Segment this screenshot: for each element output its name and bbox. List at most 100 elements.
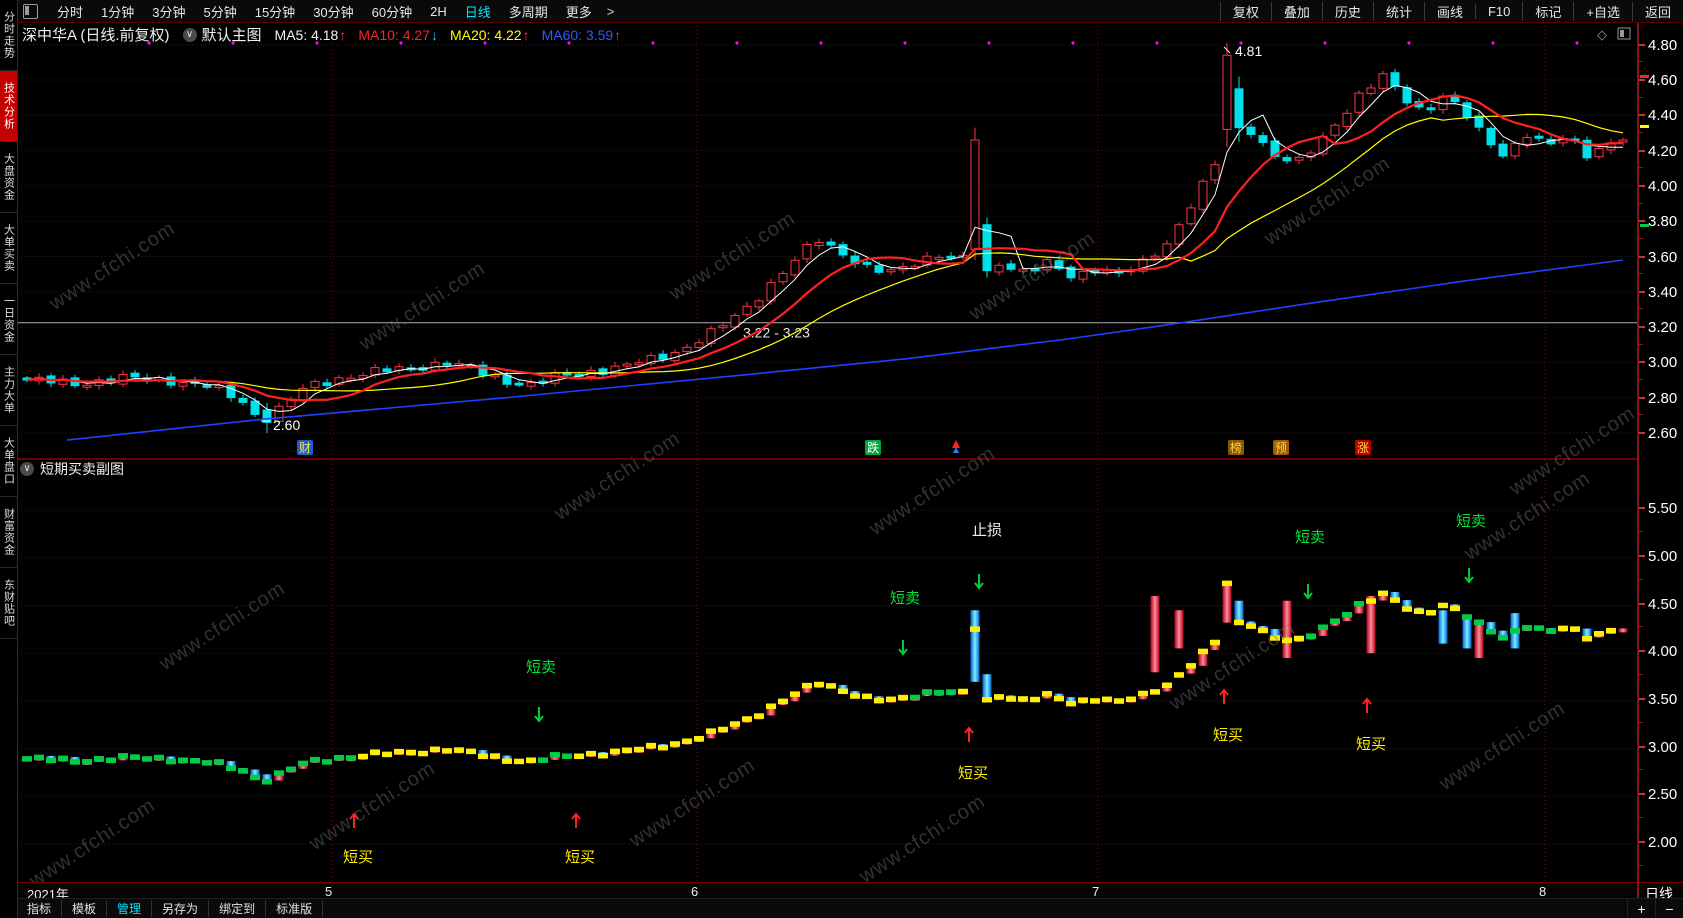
ma-legend: MA5: 4.18 ↑ MA10: 4.27 ↓ MA20: 4.22 ↑ MA60: 3.… [275, 27, 622, 43]
signal-sell: 短卖 [1456, 513, 1486, 584]
bottom-menu-管理[interactable]: 管理 [107, 900, 153, 917]
x-tick-label: 6 [691, 884, 699, 899]
svg-text:预: 预 [1275, 441, 1287, 455]
period-tab-5分钟[interactable]: 5分钟 [203, 4, 237, 20]
indicator-menu: 指标 模板 管理 另存为 绑定到 标准版 [17, 900, 324, 917]
sidebar-item-主力大单[interactable]: 主力大单 [0, 355, 17, 426]
period-tab-日线[interactable]: 日线 [464, 4, 491, 20]
bottom-menu-另存为[interactable]: 另存为 [152, 900, 210, 917]
main-axis-label: 4.40 [1648, 107, 1678, 125]
event-flag-财[interactable]: 财 [297, 440, 313, 455]
period-tab-60分钟[interactable]: 60分钟 [371, 4, 413, 20]
sub-axis-label: 5.50 [1648, 500, 1678, 518]
event-flag-榜[interactable]: 榜 [1228, 440, 1244, 455]
symbol-title: 深中华A (日线.前复权) [22, 27, 170, 44]
main-axis-label: 3.00 [1648, 354, 1678, 372]
tool-标记[interactable]: 标记 [1522, 1, 1573, 21]
period-tab-多周期[interactable]: 多周期 [508, 4, 548, 20]
zoom-in-button[interactable]: + [1627, 899, 1655, 918]
sidebar-item-一日资金[interactable]: 一日资金 [0, 284, 17, 355]
svg-text:短卖: 短卖 [526, 659, 556, 676]
sub-axis-label: 5.00 [1648, 547, 1678, 565]
bottom-menu-绑定到[interactable]: 绑定到 [209, 900, 267, 917]
up-arrow-icon: ↑ [522, 26, 530, 43]
svg-text:财: 财 [299, 441, 311, 455]
zoom-out-button[interactable]: − [1655, 899, 1683, 918]
chevron-circle-icon[interactable]: ∨ [182, 27, 197, 42]
svg-text:短买: 短买 [958, 765, 988, 782]
layout-icon[interactable] [23, 3, 38, 19]
sub-indicator-label: 短期买卖副图 [40, 461, 124, 477]
main-axis-label: 3.40 [1648, 283, 1678, 301]
sidebar-item-财富资金[interactable]: 财富资金 [0, 497, 17, 568]
chevron-circle-icon[interactable]: ∨ [20, 462, 34, 476]
main-axis-label: 3.20 [1648, 319, 1678, 337]
signal-stop: 止损 [972, 522, 1002, 590]
ma-label: MA5: 4.18 ↑ [274, 26, 347, 43]
sub-axis-label: 4.00 [1648, 643, 1678, 661]
tool-+自选[interactable]: +自选 [1573, 1, 1632, 21]
window-icon[interactable] [1617, 27, 1631, 40]
svg-text:短卖: 短卖 [1295, 529, 1325, 546]
tool-画线[interactable]: 画线 [1423, 1, 1475, 21]
tool-统计[interactable]: 统计 [1372, 1, 1424, 21]
main-axis-label: 4.80 [1648, 36, 1678, 54]
tool-返回[interactable]: 返回 [1631, 1, 1683, 21]
main-overlay-dropdown[interactable]: ∨ 默认主图 [182, 24, 262, 45]
bottom-menu-指标[interactable]: 指标 [17, 900, 63, 917]
main-axis-label: 4.20 [1648, 142, 1678, 160]
svg-text:短买: 短买 [1213, 727, 1243, 744]
event-flag-预[interactable]: 预 [1273, 440, 1289, 455]
indicator-toolbar: 指标 模板 管理 另存为 绑定到 标准版 + − [0, 898, 1683, 918]
period-tab-分时[interactable]: 分时 [57, 4, 84, 20]
more-chevron-icon[interactable]: > [606, 3, 615, 19]
sub-indicator-dropdown[interactable]: ∨ 短期买卖副图 [20, 459, 124, 479]
sidebar-item-技术分析[interactable]: 技术分析 [0, 71, 17, 142]
tool-F10[interactable]: F10 [1474, 3, 1522, 19]
main-chart-canvas[interactable]: 3.22 - 3.23 4.81 2.60 财 跌 榜 预 涨 ◇ [17, 22, 1637, 458]
main-axis-label: 3.80 [1648, 213, 1678, 231]
sidebar-item-大单盘口[interactable]: 大单盘口 [0, 426, 17, 497]
ma-label: MA60: 3.59 ↑ [541, 26, 622, 43]
tool-历史[interactable]: 历史 [1321, 1, 1373, 21]
sidebar-item-分时走势[interactable]: 分时走势 [0, 0, 17, 71]
bottom-menu-标准版[interactable]: 标准版 [266, 900, 324, 917]
svg-text:短卖: 短卖 [890, 590, 920, 607]
axis-marker-dash [1640, 75, 1649, 79]
period-tab-30分钟[interactable]: 30分钟 [313, 4, 354, 20]
signal-sell: 短卖 [1295, 529, 1325, 600]
main-axis-label: 4.00 [1648, 177, 1678, 195]
overlay-label: 默认主图 [201, 27, 262, 44]
svg-text:短买: 短买 [565, 849, 595, 866]
period-tab-1分钟[interactable]: 1分钟 [101, 4, 135, 20]
sidebar-item-大盘资金[interactable]: 大盘资金 [0, 142, 17, 213]
left-sidebar: 分时走势 技术分析 大盘资金 大单买卖 一日资金 主力大单 大单盘口 财富资金 东财贴吧 [0, 0, 18, 918]
low-price-annotation: 2.60 [273, 417, 300, 433]
event-flag-跌[interactable]: 跌 [865, 440, 881, 455]
x-tick-label: 7 [1092, 884, 1100, 899]
sub-axis-label: 4.50 [1648, 595, 1678, 613]
sidebar-item-东财贴吧[interactable]: 东财贴吧 [0, 568, 17, 639]
period-tab-15分钟[interactable]: 15分钟 [254, 4, 296, 20]
diamond-icon[interactable]: ◇ [1597, 27, 1607, 42]
svg-text:榜: 榜 [1230, 440, 1242, 455]
sub-chart-pane[interactable]: 短买 短买 短卖 短卖 止损 短买 短买 短卖 短买 短卖 [17, 458, 1637, 884]
tool-叠加[interactable]: 叠加 [1270, 1, 1322, 21]
high-price-annotation: 4.81 [1235, 43, 1262, 59]
period-tab-3分钟[interactable]: 3分钟 [152, 4, 186, 20]
event-flag-涨[interactable]: 涨 [1355, 440, 1371, 455]
period-tabs: 分时 1分钟 3分钟 5分钟 15分钟 30分钟 60分钟 2H 日线 多周期 更多 [48, 2, 601, 21]
bottom-menu-模板[interactable]: 模板 [62, 900, 108, 917]
main-axis-label: 3.60 [1648, 248, 1678, 266]
tool-复权[interactable]: 复权 [1219, 1, 1271, 21]
zoom-controls: + − [1627, 899, 1683, 918]
period-tab-更多[interactable]: 更多 [565, 4, 592, 20]
sidebar-item-大单买卖[interactable]: 大单买卖 [0, 213, 17, 284]
signal-buy: 短买 [343, 812, 373, 866]
signal-buy: 短买 [1356, 697, 1386, 753]
main-chart-pane[interactable]: 3.22 - 3.23 4.81 2.60 财 跌 榜 预 涨 ◇ [17, 22, 1637, 458]
svg-text:跌: 跌 [867, 440, 879, 455]
period-tab-2H[interactable]: 2H [430, 3, 447, 19]
